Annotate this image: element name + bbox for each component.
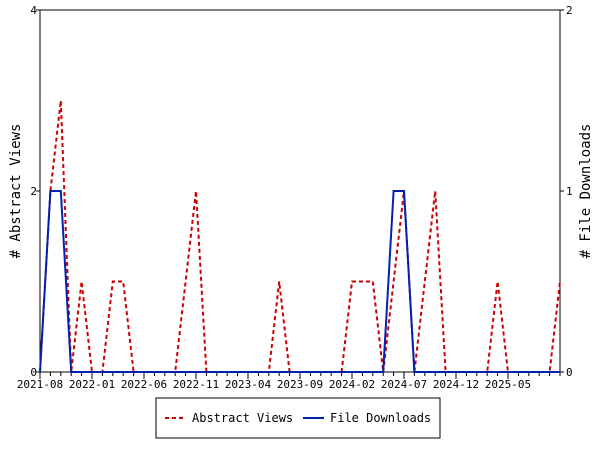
y-right-tick-label: 1 xyxy=(566,185,573,198)
y-axis-title-right: # File Downloads xyxy=(578,124,594,259)
x-tick-label: 2024-07 xyxy=(381,378,427,391)
y-left-tick-label: 4 xyxy=(30,4,37,17)
x-tick-label: 2024-02 xyxy=(329,378,375,391)
y-right-tick-label: 0 xyxy=(566,366,573,379)
y-right-tick-label: 2 xyxy=(566,4,573,17)
x-tick-label: 2022-01 xyxy=(69,378,115,391)
y-axis-title-left: # Abstract Views xyxy=(8,124,24,259)
legend-box xyxy=(155,397,441,439)
legend: Abstract Views File Downloads xyxy=(155,397,441,439)
y-left-tick-label: 2 xyxy=(30,185,37,198)
right-axis: 0 1 2 xyxy=(560,4,573,379)
y-left-tick-label: 0 xyxy=(30,366,37,379)
x-tick-label: 2021-08 xyxy=(17,378,63,391)
legend-label-file-downloads: File Downloads xyxy=(330,411,431,425)
series-layer xyxy=(39,100,561,373)
x-tick-label: 2023-04 xyxy=(225,378,272,391)
x-tick-label: 2022-11 xyxy=(173,378,219,391)
plot-area xyxy=(39,9,561,373)
x-tick-label: 2023-09 xyxy=(277,378,323,391)
legend-label-abstract-views: Abstract Views xyxy=(192,411,293,425)
x-tick-labels: 2021-08 2022-01 2022-06 2022-11 2023-04 2023-… xyxy=(17,372,531,391)
x-tick-label: 2022-06 xyxy=(121,378,167,391)
x-tick-label: 2025-05 xyxy=(485,378,531,391)
left-axis: 0 2 4 xyxy=(30,4,40,379)
series-line-file-downloads xyxy=(39,190,560,373)
x-tick-label: 2024-12 xyxy=(433,378,479,391)
